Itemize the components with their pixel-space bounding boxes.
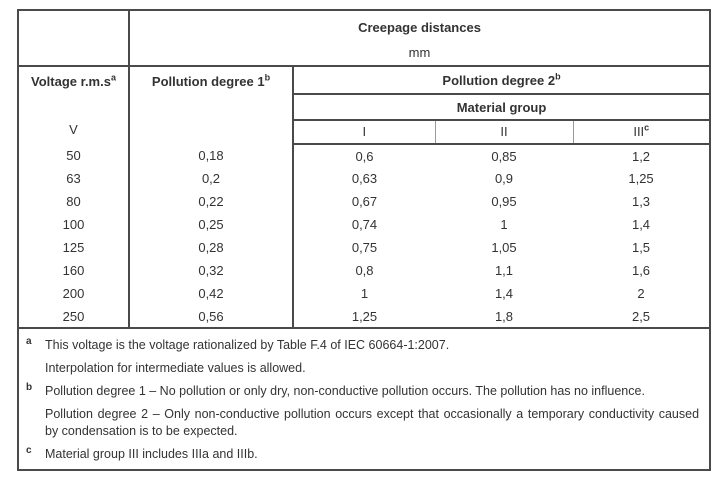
group-iii-header: IIIc [572, 119, 711, 146]
cell-voltage: 125 [18, 236, 130, 259]
cell-g1: 1 [360, 286, 369, 301]
column-header-row: Voltage r.m.sa V Pollution degree 1b Pol… [18, 66, 711, 144]
pollution-degree-1-label: Pollution degree 1b [130, 67, 292, 89]
footnote-row: a This voltage is the voltage rationalize… [18, 327, 711, 470]
cell-g3: 2 [637, 286, 645, 301]
pd2-label-text: Pollution degree 2 [442, 72, 556, 88]
cell-g3: 1,4 [631, 217, 651, 232]
pollution-degree-2-label: Pollution degree 2b [442, 71, 561, 88]
voltage-header-cell: Voltage r.m.sa V [18, 66, 130, 144]
creepage-distances-table: Creepage distances mm Voltage r.m.sa V P… [17, 9, 712, 471]
cell-voltage: 80 [18, 190, 130, 213]
cell-g3: 1,25 [628, 171, 654, 186]
cell-pd1: 0,25 [129, 213, 294, 236]
table-row: 63 0,2 0,63 0,9 1,25 [18, 167, 710, 190]
material-group-row: Material group [18, 94, 711, 121]
voltage-label-text: Voltage r.m.s [31, 74, 111, 89]
cell-voltage: 200 [18, 282, 130, 305]
cell-pd1: 0,18 [129, 144, 294, 167]
footnote-marker: c [26, 445, 32, 456]
cell-pd1: 0,2 [129, 167, 294, 190]
footnote-marker: b [26, 382, 33, 393]
cell-g2: 1,05 [491, 240, 517, 255]
footnotes-list: a This voltage is the voltage rationalize… [19, 329, 709, 463]
voltage-unit: V [69, 122, 78, 137]
cell-g1: 0,75 [351, 240, 378, 255]
footnote-item: Interpolation for intermediate values is… [24, 360, 699, 377]
corner-cell [18, 10, 130, 67]
table-row: 160 0,32 0,8 1,1 1,6 [18, 259, 710, 282]
cell-g1: 1,25 [351, 308, 378, 324]
cell-g1: 0,8 [355, 263, 374, 278]
cell-pd1: 0,42 [129, 282, 294, 305]
footnote-marker [24, 359, 43, 376]
pd1-label-text: Pollution degree 1 [151, 74, 265, 89]
cell-g1: 0,63 [351, 171, 378, 186]
pollution-degree-1-header-cell: Pollution degree 1b [129, 66, 294, 144]
title-row: Creepage distances mm [18, 10, 711, 67]
cell-g1: 0,74 [351, 217, 378, 232]
pd1-footnote-marker: b [264, 72, 271, 83]
group-labels-row: I II IIIc [18, 119, 711, 146]
cell-g1: 0,6 [355, 148, 374, 164]
cell-voltage: 100 [18, 213, 130, 236]
footnote-marker [24, 405, 43, 439]
table-row: 125 0,28 0,75 1,05 1,5 [18, 236, 710, 259]
group-iii-label: III [633, 124, 645, 140]
cell-voltage: 160 [18, 259, 130, 282]
table-unit: mm [408, 45, 431, 60]
group-ii-header: II [434, 119, 573, 146]
cell-g2: 1,8 [494, 308, 514, 324]
cell-pd1: 0,28 [129, 236, 294, 259]
cell-voltage: 250 [18, 305, 130, 328]
footnote-text: Interpolation for intermediate values is… [45, 361, 306, 375]
cell-g2: 1,4 [494, 286, 514, 301]
pd2-footnote-marker: b [555, 71, 561, 82]
group-iii-footnote-marker: c [644, 123, 650, 133]
footnote-text: Pollution degree 1 – No pollution or onl… [45, 384, 645, 398]
cell-g3: 1,6 [631, 263, 651, 278]
cell-g3: 1,2 [631, 148, 651, 164]
cell-voltage: 63 [18, 167, 130, 190]
footnote-marker: a [26, 336, 32, 347]
table-row: 80 0,22 0,67 0,95 1,3 [18, 190, 710, 213]
cell-g3: 1,5 [631, 240, 651, 255]
cell-g1: 0,67 [351, 194, 378, 209]
voltage-footnote-marker: a [110, 72, 116, 83]
footnote-item: c Material group III includes IIIa and II… [24, 445, 699, 463]
footnote-item: b Pollution degree 1 – No pollution or on… [24, 382, 699, 400]
cell-voltage: 50 [18, 144, 130, 167]
cell-pd1: 0,32 [129, 259, 294, 282]
cell-pd1: 0,22 [129, 190, 294, 213]
creepage-header-cell: Creepage distances mm [129, 10, 711, 67]
pollution-degree-2-header-cell: Pollution degree 2b [293, 66, 711, 96]
material-group-header: Material group [293, 94, 711, 121]
voltage-label: Voltage r.m.sa [19, 72, 128, 89]
table-row: 50 0,18 0,6 0,85 1,2 [18, 144, 710, 167]
cell-g3: 2,5 [631, 308, 651, 324]
footnotes-cell: a This voltage is the voltage rationalize… [18, 327, 711, 470]
cell-g2: 0,9 [494, 171, 514, 186]
table-row: 250 0,56 1,25 1,8 2,5 [18, 305, 710, 328]
cell-g2: 0,85 [491, 148, 517, 164]
footnote-item: Pollution degree 2 – Only non-conductive… [24, 406, 699, 440]
table-row: 200 0,42 1 1,4 2 [18, 282, 710, 305]
cell-pd1: 0,56 [129, 305, 294, 328]
cell-g2: 0,95 [491, 194, 517, 209]
table-row: 100 0,25 0,74 1 1,4 [18, 213, 710, 236]
data-rows: 50 0,18 0,6 0,85 1,2 63 0,2 0,63 0,9 1,25 80 0,22 0,… [18, 144, 710, 328]
cell-g2: 1,1 [494, 263, 514, 278]
cell-g2: 1 [500, 217, 508, 232]
group-i-header: I [293, 119, 435, 146]
footnote-text: This voltage is the voltage rationalized… [45, 338, 450, 352]
table-title: Creepage distances [358, 20, 481, 35]
footnote-item: a This voltage is the voltage rationalize… [24, 336, 699, 354]
cell-g3: 1,3 [631, 194, 651, 209]
footnote-text: Pollution degree 2 – Only non-conductive… [45, 407, 700, 438]
footnote-text: Material group III includes IIIa and III… [45, 447, 258, 461]
